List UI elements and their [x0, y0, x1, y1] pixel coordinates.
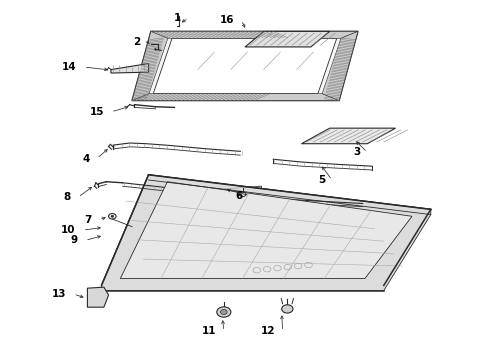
Text: 1: 1 — [174, 13, 181, 23]
Polygon shape — [153, 38, 337, 94]
Polygon shape — [301, 128, 395, 144]
Text: 7: 7 — [85, 215, 92, 225]
Text: 3: 3 — [353, 147, 360, 157]
Text: 11: 11 — [202, 327, 217, 336]
Polygon shape — [101, 175, 431, 291]
Polygon shape — [322, 31, 358, 100]
Text: 5: 5 — [318, 175, 325, 185]
Polygon shape — [132, 31, 168, 100]
Polygon shape — [245, 31, 330, 47]
Circle shape — [220, 310, 227, 314]
Polygon shape — [151, 31, 358, 38]
Polygon shape — [87, 287, 109, 307]
Text: 13: 13 — [52, 289, 66, 299]
Polygon shape — [121, 182, 412, 279]
Text: 2: 2 — [133, 37, 141, 47]
Polygon shape — [132, 31, 358, 100]
Polygon shape — [101, 175, 431, 285]
Text: 9: 9 — [71, 235, 78, 246]
Polygon shape — [224, 186, 262, 191]
Circle shape — [282, 305, 293, 313]
Text: 12: 12 — [261, 327, 275, 336]
Polygon shape — [111, 63, 148, 73]
Text: 14: 14 — [62, 62, 76, 72]
Text: 15: 15 — [89, 107, 104, 117]
Polygon shape — [132, 94, 339, 100]
Text: 10: 10 — [61, 225, 75, 235]
Text: 6: 6 — [235, 190, 243, 201]
Circle shape — [111, 215, 114, 217]
Circle shape — [217, 307, 231, 317]
Text: 4: 4 — [82, 154, 90, 163]
Text: 8: 8 — [64, 192, 71, 202]
Text: 16: 16 — [220, 15, 234, 25]
